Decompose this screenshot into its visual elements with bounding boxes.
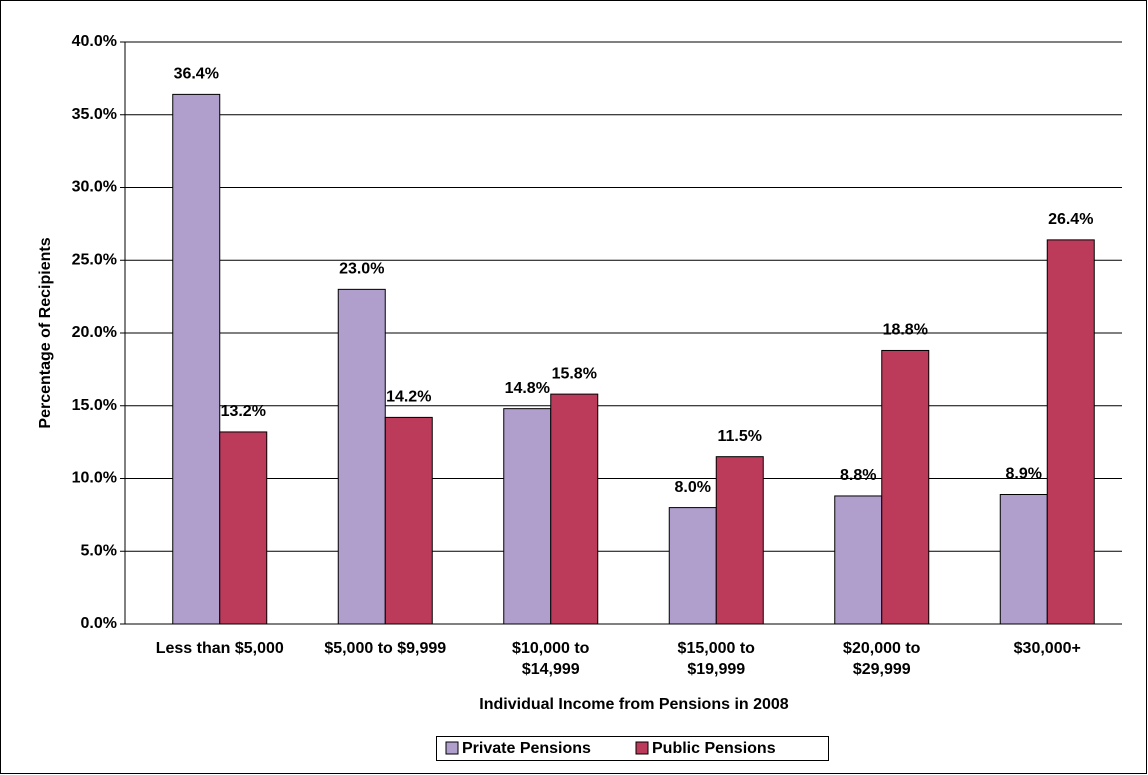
bar	[715, 456, 764, 625]
y-axis-label: Percentage of Recipients	[37, 237, 54, 428]
legend-label: Public Pensions	[652, 740, 776, 757]
x-tick-label: $15,000 to $19,999	[677, 640, 755, 678]
bar	[503, 408, 552, 625]
bar	[999, 494, 1048, 625]
y-tick-label: 30.0%	[72, 179, 117, 196]
data-label: 23.0%	[339, 261, 384, 278]
legend-swatch	[635, 741, 649, 755]
data-label: 11.5%	[718, 428, 762, 445]
y-tick-label: 40.0%	[72, 33, 117, 50]
x-axis-label: Individual Income from Pensions in 2008	[479, 696, 789, 713]
y-tick-label: 15.0%	[72, 397, 117, 414]
legend-swatch	[445, 741, 459, 755]
data-label: 36.4%	[174, 66, 219, 83]
bar	[172, 93, 221, 625]
x-tick-label: $20,000 to $29,999	[843, 640, 921, 678]
data-label: 26.4%	[1048, 211, 1093, 228]
data-label: 15.8%	[552, 365, 597, 382]
y-tick-label: 10.0%	[72, 470, 117, 487]
x-tick-label: $5,000 to $9,999	[324, 640, 447, 657]
y-tick-label: 20.0%	[72, 324, 117, 341]
x-tick-label: $30,000+	[1013, 640, 1081, 657]
y-tick-label: 25.0%	[72, 251, 117, 268]
data-label: 13.2%	[221, 403, 266, 420]
x-tick-label: Less than $5,000	[155, 640, 284, 657]
bar	[550, 393, 599, 625]
bar	[668, 507, 717, 625]
data-label: 14.2%	[386, 389, 431, 406]
data-label: 8.9%	[1006, 466, 1042, 483]
bar	[337, 288, 386, 625]
bar	[1046, 239, 1095, 625]
y-tick-label: 5.0%	[81, 542, 117, 559]
y-tick-label: 35.0%	[72, 106, 117, 123]
y-tick-label: 0.0%	[81, 615, 117, 632]
bar	[384, 416, 433, 625]
bar	[834, 495, 883, 625]
data-label: 14.8%	[505, 380, 550, 397]
bar	[219, 431, 268, 625]
data-label: 8.0%	[675, 479, 711, 496]
data-label: 8.8%	[840, 467, 876, 484]
legend-box	[436, 736, 829, 761]
bar	[881, 349, 930, 625]
data-label: 18.8%	[883, 322, 928, 339]
legend-label: Private Pensions	[462, 740, 591, 757]
x-tick-label: $10,000 to $14,999	[512, 640, 590, 678]
